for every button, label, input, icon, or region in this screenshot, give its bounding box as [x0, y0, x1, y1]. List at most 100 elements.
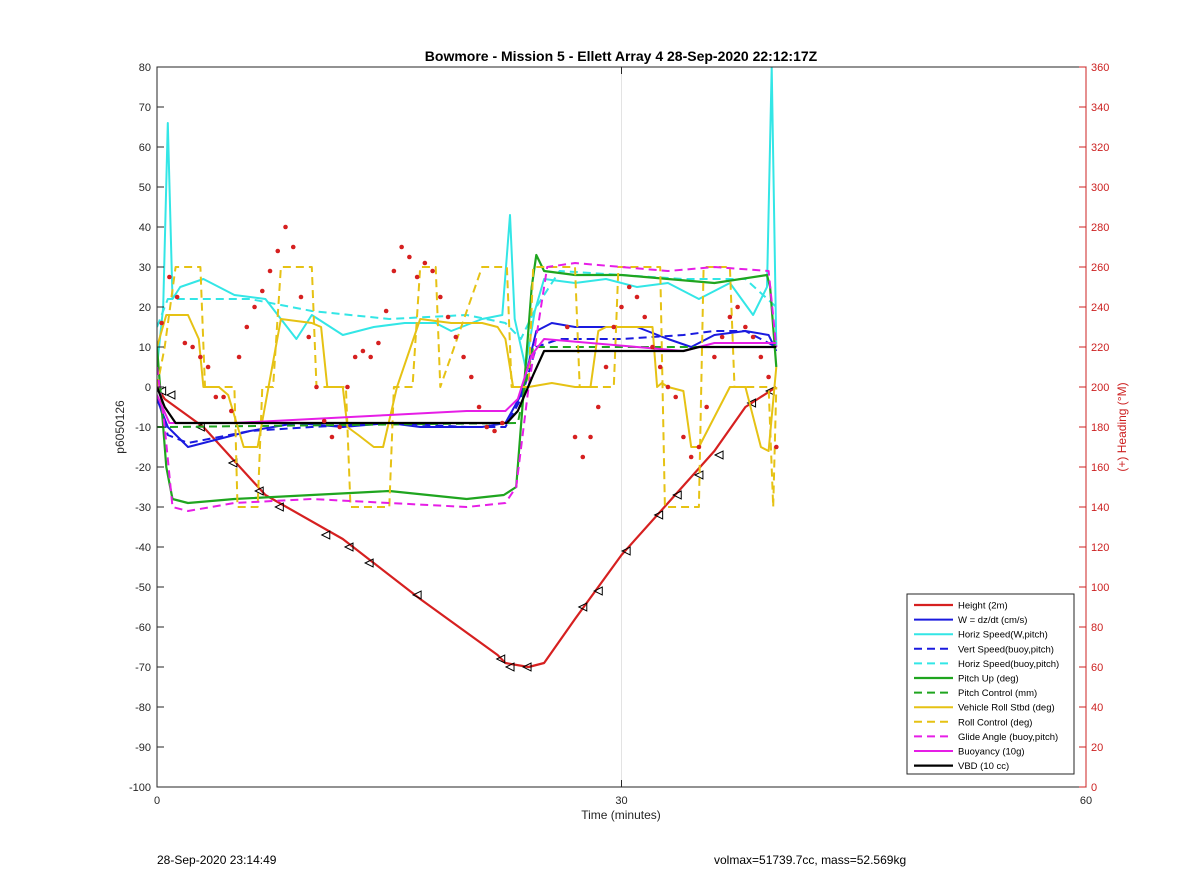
- y-tick-label: 60: [139, 142, 151, 154]
- x-tick-label: 30: [615, 795, 627, 807]
- height-marker: [713, 450, 724, 460]
- heading-point: [376, 340, 381, 346]
- heading-point: [696, 444, 702, 450]
- heading-point: [174, 294, 180, 300]
- series-3-line: [157, 330, 777, 444]
- heading-point: [329, 434, 335, 440]
- heading-point: [198, 354, 203, 360]
- y-tick-label: -30: [135, 502, 151, 514]
- y-tick-label: -70: [135, 662, 151, 674]
- heading-point: [665, 384, 671, 390]
- heading-point: [445, 314, 451, 320]
- legend-box: [906, 593, 1075, 775]
- heading-point: [383, 308, 389, 314]
- heading-point: [360, 348, 366, 354]
- y-tick-label: -60: [135, 622, 151, 634]
- heading-point: [499, 420, 505, 426]
- x-tick-label: 0: [154, 795, 160, 807]
- height-marker: [343, 542, 354, 552]
- heading-point: [743, 324, 748, 330]
- heading-point: [167, 274, 172, 280]
- y2-tick-label: 260: [1091, 262, 1109, 274]
- legend-label: Buoyancy (10g): [958, 747, 1025, 758]
- heading-point: [626, 284, 632, 290]
- legend-label: VBD (10 cc): [958, 761, 1009, 772]
- height-marker: [672, 490, 682, 500]
- y2-tick-label: 80: [1091, 622, 1103, 634]
- height-marker: [653, 510, 664, 520]
- heading-point: [345, 384, 350, 390]
- legend-label: Horiz Speed(W,pitch): [958, 630, 1048, 641]
- legend-label: Pitch Control (mm): [958, 688, 1037, 699]
- heading-point: [492, 428, 497, 434]
- heading-point: [283, 224, 288, 230]
- heading-point: [611, 324, 617, 330]
- heading-point: [774, 444, 779, 450]
- axis-layer: 0 30 60-100-90-80-70-60-50-40-30-20-100102…: [129, 62, 1109, 807]
- series-9-line: [157, 262, 778, 512]
- y-tick-label: -100: [129, 782, 151, 794]
- height-marker: [274, 502, 284, 512]
- y2-tick-label: 360: [1091, 62, 1109, 74]
- heading-point: [438, 294, 443, 300]
- y-tick-label: 0: [145, 382, 151, 394]
- heading-point: [190, 344, 195, 350]
- y-tick-label: -50: [135, 582, 151, 594]
- heading-point: [484, 424, 490, 430]
- y-tick-label: 50: [139, 182, 151, 194]
- legend-label: Vehicle Roll Stbd (deg): [958, 703, 1055, 714]
- series-10-line: [157, 338, 777, 424]
- heading-point: [368, 354, 373, 360]
- heading-point: [735, 304, 740, 310]
- y-tick-label: -10: [135, 422, 151, 434]
- heading-point: [580, 454, 586, 460]
- heading-point: [634, 294, 640, 300]
- height-marker: [504, 662, 515, 672]
- height-marker: [495, 654, 506, 664]
- y-tick-label: -20: [135, 462, 151, 474]
- y-tick-label: 10: [139, 342, 151, 354]
- y2-tick-label: 220: [1091, 342, 1109, 354]
- y2-tick-label: 200: [1091, 382, 1109, 394]
- y-axis-label: p6050126: [113, 400, 127, 454]
- heading-point: [290, 244, 296, 250]
- height-marker: [364, 558, 374, 568]
- heading-point: [306, 334, 312, 340]
- heading-point: [681, 434, 686, 440]
- heading-point: [704, 404, 709, 410]
- height-marker: [577, 602, 588, 612]
- heading-point: [619, 304, 624, 310]
- heading-point: [252, 304, 257, 310]
- heading-point: [244, 324, 250, 330]
- height-marker: [254, 486, 264, 496]
- heading-point: [588, 434, 593, 440]
- y2-tick-label: 100: [1091, 582, 1109, 594]
- legend-label: Vert Speed(buoy,pitch): [958, 644, 1054, 655]
- height-marker: [320, 530, 331, 540]
- legend-label: Roll Control (deg): [958, 717, 1032, 728]
- legend: Height (2m) W = dz/dt (cm/s) Horiz Speed(W…: [906, 593, 1075, 775]
- y2-axis-label: (+) Heading (°M): [1115, 382, 1129, 471]
- heading-point: [727, 314, 733, 320]
- heading-point: [414, 274, 420, 280]
- heading-point: [603, 364, 609, 370]
- heading-point: [391, 268, 397, 274]
- series-0-line: [157, 386, 777, 669]
- series-11-line: [157, 345, 777, 425]
- y2-tick-label: 140: [1091, 502, 1109, 514]
- series-0-markers: [157, 386, 775, 672]
- series-8-line: [157, 266, 778, 508]
- series-2-line: [157, 67, 778, 368]
- heading-point: [337, 424, 343, 430]
- heading-point: [461, 354, 466, 360]
- height-marker: [693, 470, 704, 480]
- chart-title: Bowmore - Mission 5 - Ellett Array 4 28-…: [425, 48, 818, 64]
- heading-point: [642, 314, 648, 320]
- heading-point: [750, 334, 756, 340]
- heading-point: [766, 374, 771, 380]
- heading-point: [205, 364, 211, 370]
- heading-point: [298, 294, 304, 300]
- y-tick-label: 80: [139, 62, 151, 74]
- y-tick-label: 30: [139, 262, 151, 274]
- heading-point: [407, 254, 412, 260]
